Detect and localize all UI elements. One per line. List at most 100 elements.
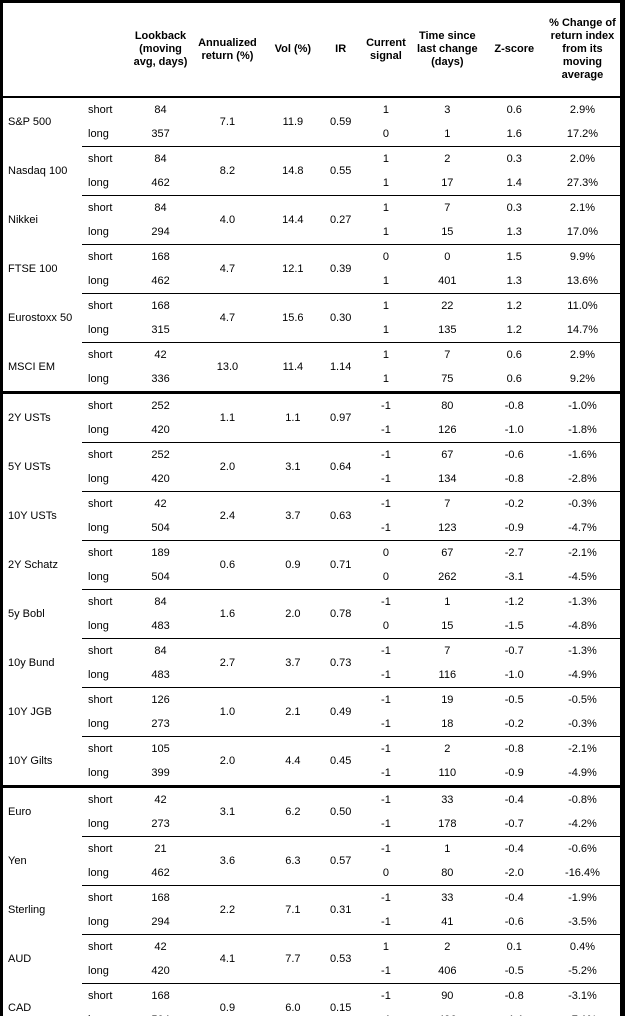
z-score-cell: 1.2 xyxy=(506,324,522,336)
lookback-cell: 252 xyxy=(131,442,190,467)
lookback-cell: 399 xyxy=(151,767,170,779)
leg-label-cell: long xyxy=(88,226,109,238)
leg-label-cell: long xyxy=(88,424,109,436)
leg-label-cell: short xyxy=(82,540,132,565)
lookback-cell: 462 xyxy=(151,867,170,879)
pct-change-cell: -16.4% xyxy=(565,867,600,879)
vol-cell: 7.1 xyxy=(265,885,321,935)
z-score-cell: 1.3 xyxy=(506,226,522,238)
time-since-cell: 80 xyxy=(411,391,484,418)
pct-change-cell: -1.3% xyxy=(544,638,623,663)
current-signal-cell: 0 xyxy=(382,620,389,632)
time-since-cell: 22 xyxy=(411,293,484,318)
time-since-cell: 15 xyxy=(441,226,454,238)
leg-label-cell: long xyxy=(88,767,109,779)
current-signal-cell: 0 xyxy=(382,571,389,583)
asset-row-short: 2Y USTs short 252 1.1 1.1 0.97 -1 80 -0.8 -1.0% xyxy=(1,391,623,443)
lookback-cell: 483 xyxy=(151,669,170,681)
annualized-return-cell: 2.0 xyxy=(189,736,266,787)
current-signal-cell: 1 xyxy=(382,324,389,336)
leg-label-cell: short xyxy=(82,983,132,1008)
current-signal-cell: 0 xyxy=(382,128,389,140)
pct-change-cell: -7.1% xyxy=(545,1008,623,1016)
lookback-cell: 504 xyxy=(151,522,170,534)
time-since-cell: 2 xyxy=(411,736,484,761)
leg-label-cell: short xyxy=(82,934,132,959)
vol-cell: 14.4 xyxy=(265,195,321,245)
ir-cell: 0.39 xyxy=(320,244,361,294)
lookback-cell: 420 xyxy=(151,473,170,485)
current-signal-cell: -1 xyxy=(360,736,412,761)
pct-change-cell: 14.7% xyxy=(566,324,599,336)
pct-change-cell: -1.3% xyxy=(544,589,623,614)
pct-change-cell: 0.4% xyxy=(544,934,623,959)
ir-cell: 0.59 xyxy=(329,116,352,128)
ir-cell: 1.14 xyxy=(320,342,361,393)
vol-cell: 2.1 xyxy=(265,687,321,737)
pct-change-cell: -4.5% xyxy=(568,571,597,583)
current-signal-cell: -1 xyxy=(381,965,391,977)
current-signal-cell: 1 xyxy=(382,104,389,116)
lookback-cell: 126 xyxy=(131,687,190,712)
z-score-cell: -0.4 xyxy=(483,785,545,812)
ir-cell: 0.78 xyxy=(320,589,361,639)
vol-cell: 3.7 xyxy=(265,638,321,688)
ir-cell: 0.45 xyxy=(320,736,361,787)
z-score-cell: -0.7 xyxy=(483,638,545,663)
asset-row-long: long 462 0 80 -2.0 -16.4% xyxy=(2,861,623,886)
vol-cell: 2.0 xyxy=(265,589,321,639)
ir-cell: 0.63 xyxy=(320,491,361,541)
pct-change-cell: 2.9% xyxy=(569,104,595,116)
asset-row-long: long 294 1 15 1.3 17.0% xyxy=(2,220,623,245)
current-signal-cell: -1 xyxy=(360,983,412,1008)
leg-label-cell: long xyxy=(88,473,109,485)
lookback-cell: 504 xyxy=(151,571,170,583)
asset-row-short: 5Y USTs short 252 2.0 3.1 0.64 -1 67 -0.6 -1.6% xyxy=(2,442,623,492)
z-score-cell: -0.5 xyxy=(483,687,545,712)
pct-change-cell: -4.9% xyxy=(568,767,597,779)
time-since-cell: 19 xyxy=(411,687,484,712)
lookback-cell: 84 xyxy=(154,104,167,116)
col-header-current-signal: Current signal xyxy=(366,36,406,62)
annualized-return-cell: 3.1 xyxy=(189,785,266,837)
time-since-cell: 7 xyxy=(411,342,484,367)
pct-change-cell: -0.6% xyxy=(544,836,623,861)
lookback-cell: 168 xyxy=(131,983,190,1008)
lookback-cell: 273 xyxy=(151,818,170,830)
current-signal-cell: -1 xyxy=(381,916,391,928)
asset-name-cell: 10Y USTs xyxy=(8,510,57,522)
current-signal-cell: 1 xyxy=(360,195,412,220)
pct-change-cell: 9.9% xyxy=(544,244,623,269)
time-since-cell: 67 xyxy=(411,540,484,565)
z-score-cell: -1.0 xyxy=(504,424,524,436)
z-score-cell: -1.2 xyxy=(483,589,545,614)
col-header-vol: Vol (%) xyxy=(274,43,312,55)
z-score-cell: -0.6 xyxy=(504,916,524,928)
current-signal-cell: -1 xyxy=(360,885,412,910)
z-score-cell: 1.2 xyxy=(483,293,545,318)
z-score-cell: 0.1 xyxy=(483,934,545,959)
ir-cell: 0.53 xyxy=(320,934,361,984)
asset-name-cell: 10Y Gilts xyxy=(8,754,53,767)
header-row: Lookback (moving avg, days) Annualized r… xyxy=(2,2,623,98)
leg-label-cell: short xyxy=(82,293,132,318)
asset-name-cell: 2Y USTs xyxy=(1,391,83,443)
lookback-cell: 294 xyxy=(151,916,170,928)
time-since-cell: 3 xyxy=(444,104,451,116)
vol-cell: 1.1 xyxy=(265,391,321,443)
annualized-return-cell: 1.0 xyxy=(189,687,266,737)
annualized-return-cell: 0.6 xyxy=(189,540,266,590)
ir-cell: 0.71 xyxy=(320,540,361,590)
leg-label-cell: long xyxy=(88,373,109,385)
pct-change-cell: 2.9% xyxy=(544,342,623,367)
pct-change-cell: -4.2% xyxy=(568,818,597,830)
lookback-cell: 42 xyxy=(131,491,190,516)
asset-row-short: 2Y Schatz short 189 0.6 0.9 0.71 0 67 -2.7 -2.1% xyxy=(2,540,623,590)
lookback-cell: 168 xyxy=(131,293,190,318)
pct-change-cell: 9.2% xyxy=(569,373,595,385)
time-since-cell: 18 xyxy=(441,718,454,730)
lookback-cell: 84 xyxy=(131,146,190,171)
asset-row-long: long 315 1 135 1.2 14.7% xyxy=(2,318,623,343)
current-signal-cell: -1 xyxy=(381,522,391,534)
time-since-cell: 90 xyxy=(411,983,484,1008)
